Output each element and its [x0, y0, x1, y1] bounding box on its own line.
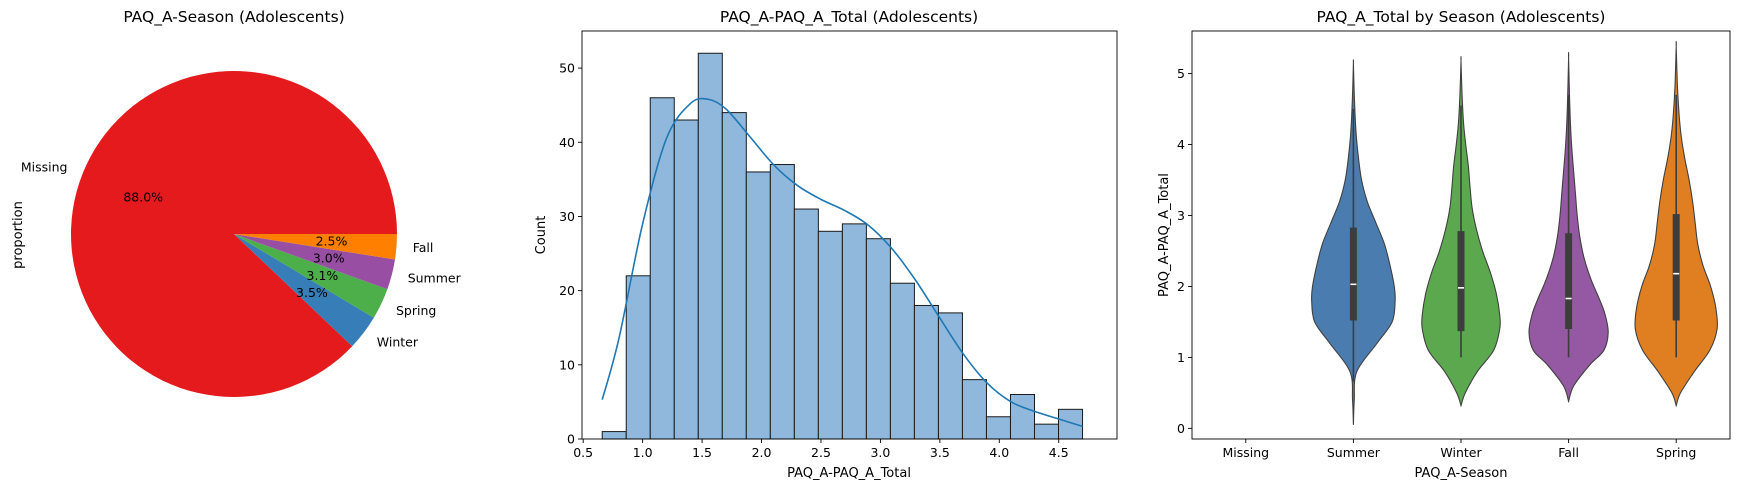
- histogram-x-ticks: 0.5 1.0 1.5 2.0 2.5 3.0 3.5 4.0 4.5: [573, 439, 1069, 460]
- histogram-bar: [601, 431, 627, 440]
- histogram-kde-line: [601, 97, 1083, 428]
- violin-y-tick-label: 5: [1177, 66, 1185, 81]
- histogram-y-tick-label: 40: [559, 135, 575, 150]
- histogram-bar: [649, 97, 675, 440]
- pie-pct-missing: 88.0%: [123, 190, 163, 205]
- violin-panel: PAQ_A_Total by Season (Adolescents) Miss…: [1157, 8, 1731, 481]
- pie-title: PAQ_A-Season (Adolescents): [123, 8, 344, 27]
- histogram-frame: [581, 30, 1118, 440]
- pie-slice-spring: [234, 234, 388, 318]
- violin-y-tick-label: 3: [1177, 208, 1185, 223]
- violin-y-tick-label: 2: [1177, 279, 1185, 294]
- histogram-title: PAQ_A-PAQ_A_Total (Adolescents): [720, 8, 978, 27]
- violin-x-tick-label: Summer: [1327, 445, 1381, 460]
- violin-iqr-box-fall: [1565, 233, 1573, 330]
- histogram-bar: [985, 416, 1011, 440]
- violin-x-ticks: Missing Summer Winter Fall Spring: [1222, 439, 1696, 460]
- histogram-bars: [601, 52, 1084, 440]
- violin-xlabel: PAQ_A-Season: [1415, 466, 1508, 481]
- pie-slice-missing: [71, 71, 398, 398]
- histogram-bar: [697, 52, 723, 440]
- violin-y-tick-label: 1: [1177, 350, 1185, 365]
- pie-slices: [71, 71, 398, 398]
- histogram-x-tick-label: 1.0: [633, 445, 653, 460]
- histogram-ylabel: Count: [534, 216, 549, 255]
- pie-panel: PAQ_A-Season (Adolescents) proportion Mi…: [11, 8, 462, 398]
- violin-iqr-box-spring: [1672, 214, 1680, 321]
- histogram-bar: [745, 171, 771, 440]
- pie-pct-winter: 3.5%: [296, 285, 328, 300]
- histogram-bar: [865, 238, 891, 440]
- histogram-x-tick-label: 1.5: [692, 445, 712, 460]
- histogram-x-tick-label: 2.5: [811, 445, 831, 460]
- histogram-bar: [913, 304, 939, 440]
- histogram-bar: [1033, 423, 1060, 440]
- violin-y-tick-label: 4: [1177, 137, 1185, 152]
- pie-label-missing: Missing: [21, 160, 68, 175]
- histogram-y-tick-label: 30: [559, 209, 575, 224]
- histogram-y-tick-label: 0: [567, 432, 575, 447]
- violin-iqr-box-winter: [1457, 231, 1465, 332]
- violin-x-tick-label: Spring: [1656, 445, 1696, 460]
- histogram-x-tick-label: 4.5: [1049, 445, 1069, 460]
- pie-slice-fall: [234, 234, 397, 260]
- pie-ylabel: proportion: [11, 201, 26, 269]
- histogram-bar: [961, 379, 987, 440]
- violin-shapes: [1310, 40, 1719, 425]
- pie-pct-summer: 3.0%: [313, 250, 345, 265]
- histogram-y-tick-label: 50: [559, 61, 575, 76]
- pie-label-fall: Fall: [413, 240, 434, 255]
- histogram-x-tick-label: 3.5: [930, 445, 950, 460]
- histogram-x-tick-label: 4.0: [989, 445, 1009, 460]
- violin-ylabel: PAQ_A-PAQ_A_Total: [1157, 173, 1172, 297]
- histogram-bar: [817, 230, 843, 440]
- histogram-bar: [841, 223, 867, 440]
- pie-labels: Missing 88.0% Winter 3.5% Spring 3.1% Summer 3.…: [21, 160, 462, 350]
- histogram-x-tick-label: 3.0: [870, 445, 890, 460]
- violin-y-ticks: 0 1 2 3 4 5: [1177, 66, 1192, 436]
- pie-pct-spring: 3.1%: [307, 268, 339, 283]
- histogram-x-tick-label: 0.5: [573, 445, 593, 460]
- violin-x-tick-label: Missing: [1222, 445, 1269, 460]
- violin-title: PAQ_A_Total by Season (Adolescents): [1317, 8, 1606, 27]
- pie-label-summer: Summer: [408, 271, 462, 286]
- pie-slice-winter: [234, 234, 374, 347]
- violin-x-tick-label: Fall: [1558, 445, 1579, 460]
- pie-slice-summer: [234, 234, 395, 290]
- violin-iqr-box-summer: [1349, 227, 1357, 321]
- histogram-bar: [793, 208, 819, 440]
- histogram-bar: [1058, 408, 1084, 440]
- histogram-y-ticks: 0 10 20 30 40 50: [559, 61, 582, 447]
- histogram-y-tick-label: 10: [559, 357, 575, 372]
- pie-label-spring: Spring: [396, 303, 436, 318]
- pie-pct-fall: 2.5%: [316, 234, 348, 249]
- histogram-x-tick-label: 2.0: [752, 445, 772, 460]
- histogram-xlabel: PAQ_A-PAQ_A_Total: [787, 466, 911, 481]
- histogram-bar: [937, 312, 963, 440]
- histogram-bar: [769, 164, 795, 440]
- histogram-bar: [889, 282, 915, 440]
- violin-x-tick-label: Winter: [1440, 445, 1482, 460]
- histogram-bar: [721, 112, 747, 440]
- pie-label-winter: Winter: [377, 335, 419, 350]
- histogram-panel: PAQ_A-PAQ_A_Total (Adolescents) 0.5 1.0 1.…: [534, 8, 1118, 481]
- histogram-bar: [1009, 393, 1035, 440]
- histogram-bar: [625, 275, 651, 440]
- histogram-bar: [673, 119, 699, 440]
- histogram-y-tick-label: 20: [559, 283, 575, 298]
- violin-y-tick-label: 0: [1177, 421, 1185, 436]
